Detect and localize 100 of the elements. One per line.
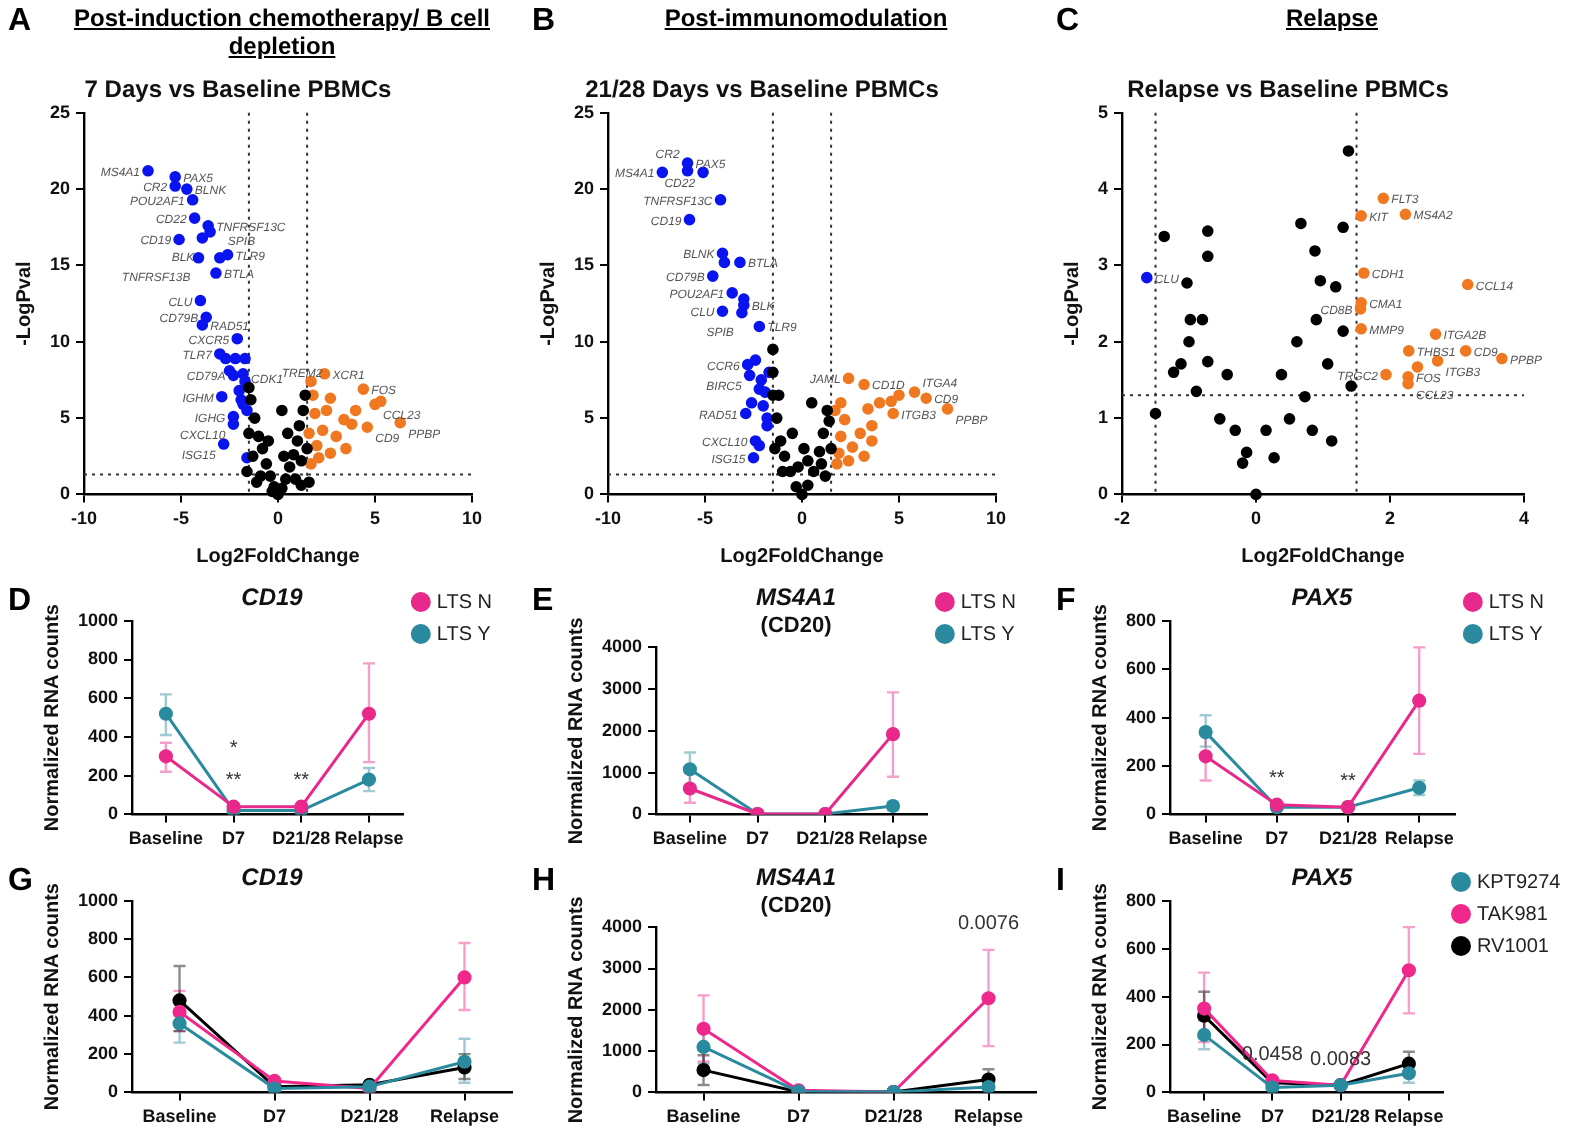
- x-tick-label: -5: [697, 508, 714, 529]
- y-tick-label: 10: [573, 330, 595, 351]
- y-tick-label: 400: [87, 725, 119, 746]
- y-tick-label: 25: [573, 101, 595, 122]
- x-tick-label: 0: [1250, 508, 1262, 529]
- chart-title: CD19: [241, 583, 304, 612]
- x-tick-label: D7: [787, 1106, 811, 1127]
- text: D: [8, 584, 32, 620]
- y-tick-label: 5: [583, 407, 595, 428]
- text: A: [8, 4, 32, 40]
- x-tick-label: 5: [893, 508, 905, 529]
- y-tick-label: 20: [573, 178, 595, 199]
- x-tick-label: Baseline: [1167, 1106, 1242, 1127]
- x-tick-label: D7: [1260, 1106, 1284, 1127]
- chart-title: Relapse vs Baseline PBMCs: [1127, 75, 1450, 104]
- annotation: **: [1269, 768, 1285, 791]
- text: G: [8, 864, 33, 900]
- text: C: [1056, 4, 1080, 40]
- x-tick-label: Relapse: [334, 828, 404, 849]
- y-tick-label: 200: [1125, 754, 1157, 775]
- chart-title: PAX5: [1291, 583, 1354, 612]
- legend-label: LTS Y: [960, 623, 1016, 646]
- y-tick-label: 0: [1146, 803, 1157, 824]
- x-tick-label: D7: [263, 1106, 287, 1127]
- y-tick-label: 0: [59, 483, 71, 504]
- y-tick-label: 4000: [601, 636, 643, 657]
- y-axis-title: Normalized RNA counts: [41, 882, 64, 1111]
- x-tick-label: -5: [173, 508, 190, 529]
- x-tick-label: 4: [1518, 508, 1530, 529]
- x-tick-label: Relapse: [1384, 828, 1454, 849]
- x-axis-title: Log2FoldChange: [720, 545, 885, 568]
- text: Post-induction chemotherapy/ B cell depletion: [71, 4, 493, 60]
- x-tick-label: Baseline: [1168, 828, 1243, 849]
- y-tick-label: 3000: [601, 677, 643, 698]
- legend-label: KPT9274: [1477, 871, 1562, 894]
- y-tick-label: 1000: [601, 1040, 643, 1061]
- y-tick-label: 600: [87, 966, 119, 987]
- x-tick-label: -2: [1114, 508, 1131, 529]
- x-tick-label: D21/28: [340, 1106, 399, 1127]
- x-tick-label: D21/28: [864, 1106, 923, 1127]
- x-tick-label: 5: [369, 508, 381, 529]
- y-tick-label: 15: [573, 254, 595, 275]
- y-tick-label: 1000: [77, 609, 119, 630]
- y-axis-title: Normalized RNA counts: [1089, 603, 1112, 832]
- y-tick-label: 800: [87, 928, 119, 949]
- y-tick-label: 5: [1097, 101, 1109, 122]
- text: I: [1056, 864, 1065, 900]
- y-tick-label: 3: [1097, 254, 1109, 275]
- y-axis-title: Normalized RNA counts: [565, 616, 588, 845]
- legend-label: LTS N: [960, 591, 1017, 614]
- x-tick-label: Relapse: [1374, 1106, 1444, 1127]
- y-axis-title: Normalized RNA counts: [565, 895, 588, 1124]
- chart-title: MS4A1: [755, 583, 837, 612]
- legend-label: TAK981: [1477, 903, 1549, 926]
- y-tick-label: 200: [87, 1043, 119, 1064]
- text: B: [532, 4, 556, 40]
- text: Relapse: [1283, 4, 1381, 32]
- y-tick-label: 10: [49, 330, 71, 351]
- text: F: [1056, 584, 1076, 620]
- y-tick-label: 200: [87, 764, 119, 785]
- y-tick-label: 25: [49, 101, 71, 122]
- legend-label: LTS N: [1488, 591, 1545, 614]
- x-tick-label: Baseline: [142, 1106, 217, 1127]
- y-tick-label: 600: [1125, 937, 1157, 958]
- annotation: **: [1340, 770, 1356, 793]
- y-tick-label: 0: [1097, 483, 1109, 504]
- legend-label: LTS Y: [1488, 623, 1544, 646]
- x-tick-label: -10: [71, 508, 98, 529]
- annotation: **: [293, 770, 310, 793]
- x-tick-label: D7: [1265, 828, 1289, 849]
- y-tick-label: 400: [1125, 985, 1157, 1006]
- y-tick-label: 0: [108, 803, 119, 824]
- y-axis-title: -LogPval: [537, 260, 560, 346]
- y-tick-label: 2000: [601, 998, 643, 1019]
- legend-label: LTS N: [436, 591, 493, 614]
- annotation: **: [225, 770, 242, 793]
- y-tick-label: 600: [1125, 658, 1157, 679]
- x-tick-label: 10: [461, 508, 483, 529]
- x-tick-label: 10: [985, 508, 1007, 529]
- x-tick-label: 0: [273, 508, 284, 529]
- annotation: 0.0076: [957, 913, 1020, 936]
- x-tick-label: 2: [1384, 508, 1396, 529]
- y-tick-label: 0: [1146, 1081, 1157, 1102]
- y-tick-label: 200: [1125, 1033, 1157, 1054]
- y-tick-label: 0: [108, 1081, 119, 1102]
- y-tick-label: 20: [49, 178, 71, 199]
- y-tick-label: 800: [1125, 889, 1157, 910]
- x-tick-label: D7: [746, 828, 770, 849]
- y-tick-label: 0: [632, 1081, 643, 1102]
- y-tick-label: 400: [87, 1004, 119, 1025]
- chart-title: MS4A1: [755, 863, 837, 892]
- x-tick-label: D21/28: [1318, 828, 1378, 849]
- y-tick-label: 4000: [601, 916, 643, 937]
- text: E: [532, 584, 554, 620]
- y-tick-label: 2: [1097, 330, 1109, 351]
- x-tick-label: D21/28: [272, 828, 331, 849]
- y-tick-label: 0: [583, 483, 595, 504]
- chart-title: 7 Days vs Baseline PBMCs: [84, 75, 393, 104]
- y-tick-label: 1: [1097, 407, 1109, 428]
- x-axis-title: Log2FoldChange: [196, 545, 361, 568]
